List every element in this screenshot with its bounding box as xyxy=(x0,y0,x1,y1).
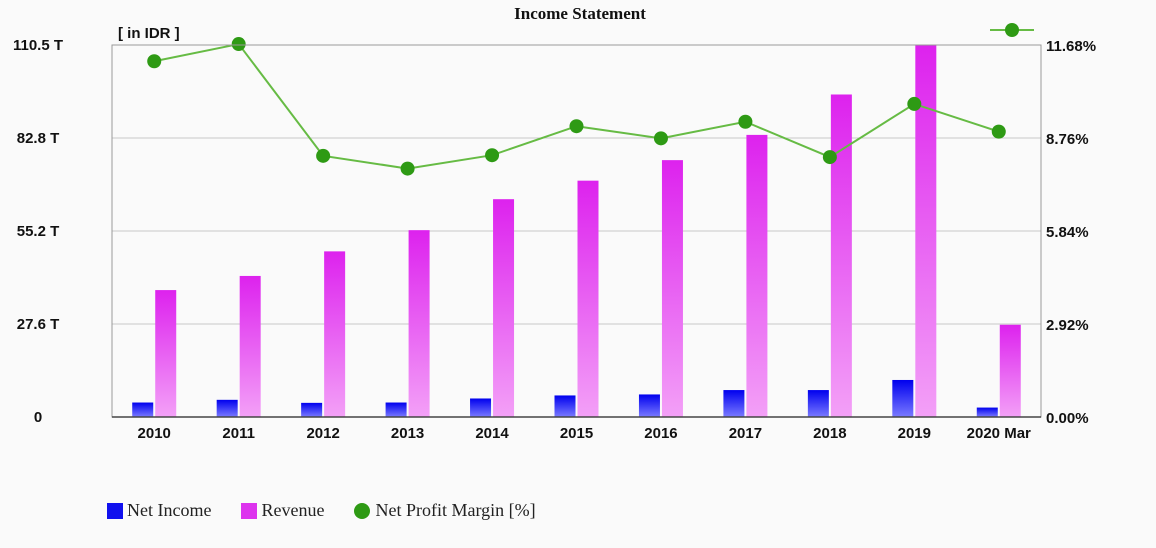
net-profit-margin-point xyxy=(738,114,753,129)
net-profit-margin-point xyxy=(316,148,331,163)
left-axis-tick-label: 82.8 T xyxy=(17,130,60,147)
legend-label-net-profit-margin: Net Profit Margin [%] xyxy=(375,500,536,520)
x-axis-tick-label: 2017 xyxy=(729,425,762,442)
net-income-bar xyxy=(132,402,154,417)
net-income-bar xyxy=(554,395,576,417)
legend: Net Income Revenue Net Profit Margin [%] xyxy=(107,500,566,521)
revenue-bar xyxy=(324,251,346,417)
revenue-bar xyxy=(661,160,683,418)
net-income-swatch xyxy=(107,502,123,519)
legend-label-net-income: Net Income xyxy=(127,500,212,520)
legend-item-net-income: Net Income xyxy=(107,500,211,521)
right-axis-tick-label: 8.76% xyxy=(1046,131,1089,148)
right-axis-tick-label: 11.68% xyxy=(1046,38,1096,55)
revenue-bar xyxy=(830,94,852,417)
net-income-bar xyxy=(807,390,829,417)
top-right-line-legend-marker xyxy=(990,23,1034,37)
x-axis-tick-label: 2013 xyxy=(391,425,424,442)
x-axis-tick-label: 2014 xyxy=(475,425,509,442)
x-axis-tick-label: 2010 xyxy=(138,425,171,442)
net-income-bar xyxy=(723,390,745,417)
net-profit-margin-line xyxy=(154,42,1000,170)
legend-item-net-profit-margin: Net Profit Margin [%] xyxy=(354,500,536,521)
left-axis-tick-label: 27.6 T xyxy=(17,316,60,333)
revenue-bar xyxy=(493,199,515,417)
axes: 0 0.00% 27.6 T 2.92% 55.2 T 5.84% 82.8 T 8.76% 1… xyxy=(13,37,1096,442)
net-income-bar xyxy=(976,407,998,417)
right-axis-tick-label: 0.00% xyxy=(1046,410,1089,427)
revenue-bar xyxy=(999,324,1021,417)
net-income-bar xyxy=(638,394,660,417)
net-profit-margin-point xyxy=(400,161,415,176)
revenue-bar xyxy=(155,290,177,417)
net-profit-margin-point xyxy=(822,150,837,165)
net-income-bar xyxy=(216,399,238,417)
legend-item-revenue: Revenue xyxy=(241,500,324,521)
bars xyxy=(132,45,1021,418)
x-axis-tick-label: 2018 xyxy=(813,425,846,442)
gridlines xyxy=(112,137,1041,325)
unit-label: [ in IDR ] xyxy=(118,25,180,42)
top-marker-dot xyxy=(1005,23,1019,37)
x-axis-tick-label: 2016 xyxy=(644,425,677,442)
left-axis-tick-label: 55.2 T xyxy=(17,223,60,240)
net-profit-margin-point xyxy=(653,131,668,146)
left-axis-tick-label: 110.5 T xyxy=(13,37,63,54)
net-profit-margin-point xyxy=(231,37,246,52)
net-income-bar xyxy=(892,379,914,417)
net-income-bar xyxy=(385,402,407,417)
legend-label-revenue: Revenue xyxy=(261,500,325,520)
chart-title: Income Statement xyxy=(514,4,646,23)
x-axis-tick-label: 2011 xyxy=(222,425,255,442)
net-profit-margin-point xyxy=(569,119,584,134)
left-axis-tick-label: 0 xyxy=(34,409,42,426)
x-axis-tick-label: 2019 xyxy=(898,425,931,442)
revenue-bar xyxy=(746,134,768,417)
net-profit-margin-point xyxy=(991,124,1006,139)
margin-line xyxy=(147,37,1006,176)
right-axis-tick-label: 2.92% xyxy=(1046,317,1089,334)
net-income-bar xyxy=(470,398,492,417)
x-axis-tick-label: 2020 Mar xyxy=(967,425,1031,442)
x-axis-tick-label: 2015 xyxy=(560,425,593,442)
net-profit-margin-swatch xyxy=(354,502,371,519)
net-profit-margin-point xyxy=(147,54,162,69)
net-profit-margin-point xyxy=(485,148,500,163)
x-axis-tick-label: 2012 xyxy=(306,425,339,442)
revenue-bar xyxy=(915,45,937,417)
revenue-bar xyxy=(577,180,599,417)
revenue-bar xyxy=(239,275,261,417)
revenue-swatch xyxy=(241,502,258,519)
right-axis-tick-label: 5.84% xyxy=(1046,224,1089,241)
revenue-bar xyxy=(408,230,430,417)
net-profit-margin-point xyxy=(907,96,922,111)
net-income-bar xyxy=(301,402,323,417)
